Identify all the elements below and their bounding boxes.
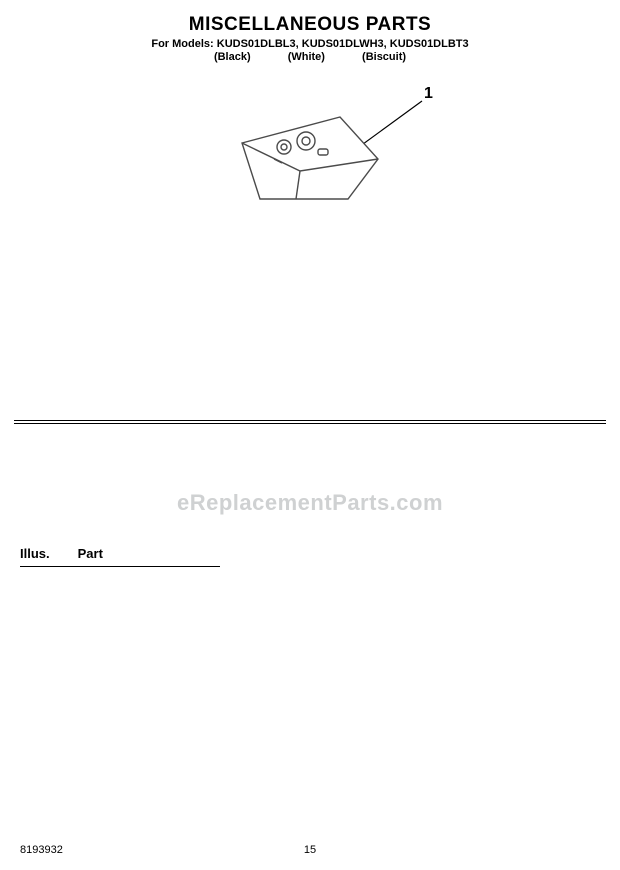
col-illus: Illus. <box>20 546 74 561</box>
model-1: KUDS01DLWH3 <box>302 38 384 50</box>
parts-table-header: Illus. Part <box>20 546 103 561</box>
color-1: (White) <box>288 51 325 63</box>
models-line: For Models: KUDS01DLBL3, KUDS01DLWH3, KU… <box>0 38 620 50</box>
model-2: KUDS01DLBT3 <box>390 38 469 50</box>
page-title: MISCELLANEOUS PARTS <box>0 14 620 36</box>
models-prefix: For Models: <box>151 38 213 50</box>
color-0: (Black) <box>214 51 251 63</box>
section-divider <box>14 420 606 424</box>
parts-bag-illustration <box>230 103 390 223</box>
colors-line: (Black) (White) (Biscuit) <box>0 51 620 63</box>
table-header-rule <box>20 566 220 567</box>
page-number: 15 <box>0 844 620 856</box>
col-part: Part <box>78 546 103 561</box>
color-2: (Biscuit) <box>362 51 406 63</box>
model-0: KUDS01DLBL3 <box>217 38 296 50</box>
diagram-area: 1 <box>0 63 620 363</box>
watermark: eReplacementParts.com <box>0 490 620 516</box>
